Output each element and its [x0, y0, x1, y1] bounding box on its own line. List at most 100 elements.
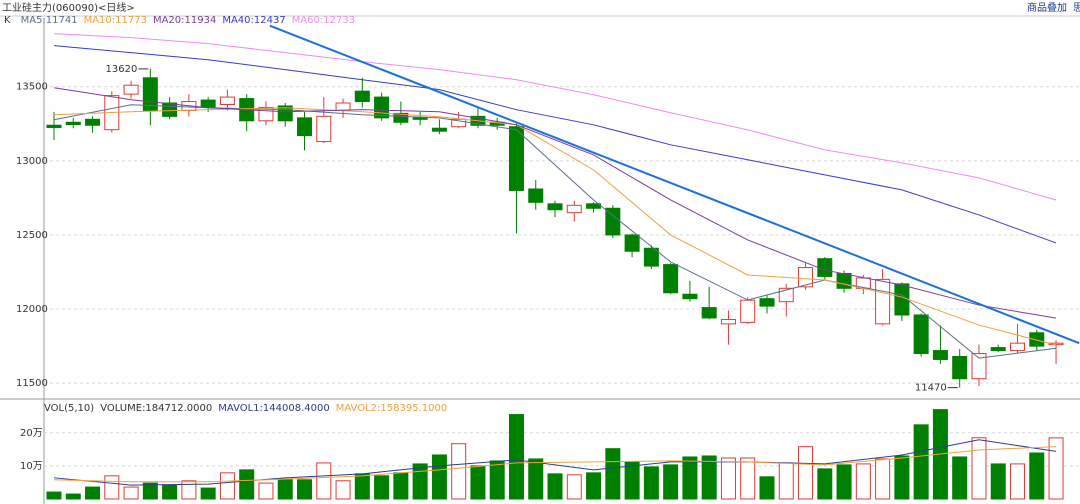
volume-bar [663, 464, 679, 500]
candle-body [624, 234, 640, 252]
toolbar-button[interactable]: 思 [1073, 2, 1080, 14]
mavol-line [53, 439, 1057, 486]
volume-bar [104, 475, 120, 500]
ma-line [53, 33, 1057, 201]
candle-body [451, 118, 467, 128]
volume-bar [46, 491, 62, 500]
y-tick-label: 12000 [16, 304, 48, 315]
volume-bar [566, 474, 582, 500]
annotation-label: 11470 [915, 383, 947, 394]
legend-entry: MAVOL1:144008.4000 [218, 403, 329, 414]
volume-bar [701, 455, 717, 500]
legend-entry: MA10:11773 [84, 15, 147, 26]
volume-bar [258, 482, 274, 500]
volume-bar [412, 463, 428, 500]
candle-body [875, 278, 891, 325]
volume-bar [123, 486, 139, 500]
legend-entry: MA60:12733 [292, 15, 355, 26]
volume-bar [894, 455, 910, 500]
volume-bar [470, 465, 486, 500]
candle-body [547, 203, 563, 211]
volume-bar [85, 486, 101, 500]
volume-bar [354, 473, 370, 500]
candle-body [393, 112, 409, 123]
volume-bar [451, 443, 467, 500]
volume-bar [547, 473, 563, 500]
volume-bar [142, 482, 158, 500]
volume-bar [913, 424, 929, 500]
candle-body [123, 84, 139, 95]
y-tick-label: 10万 [20, 461, 43, 472]
candle-body [990, 347, 1006, 352]
candle-body [759, 298, 775, 307]
volume-bar [1010, 463, 1025, 500]
candle-body [431, 127, 447, 132]
candle-body [740, 299, 756, 323]
candle-body [682, 293, 698, 300]
candle-body [412, 117, 428, 120]
candle-body [817, 258, 833, 277]
candle-body [354, 90, 370, 103]
candle-body [778, 287, 794, 303]
candle-body [162, 102, 178, 117]
annotation-label: 13620 [106, 64, 138, 75]
volume-bar [162, 484, 178, 500]
candle-body [663, 264, 679, 294]
volume-bar [374, 475, 390, 500]
candle-body [508, 126, 524, 191]
ma-line [53, 87, 1057, 319]
volume-bar [740, 457, 756, 500]
volume-bar [508, 414, 524, 500]
volume-bar [643, 466, 659, 500]
legend-entry: MA40:12437 [222, 15, 285, 26]
legend-entry: VOLUME:184712.0000 [100, 403, 212, 414]
candle-body [913, 314, 929, 355]
volume-bar [277, 478, 293, 500]
candle-body [643, 247, 659, 267]
candle-body [65, 121, 81, 126]
legend-entry: VOL(5,10) [44, 403, 94, 414]
volume-bar [297, 479, 313, 500]
y-tick-label: 13000 [16, 156, 48, 167]
candle-body [720, 318, 736, 325]
volume-bar [952, 456, 968, 500]
volume-bar [836, 464, 852, 500]
candle-body [836, 272, 852, 289]
y-tick-label: 13500 [16, 82, 48, 93]
candle-body [798, 267, 814, 288]
ma-line [53, 107, 1057, 346]
volume-bar [990, 463, 1006, 500]
candle-body [566, 204, 582, 214]
volume-bar [65, 493, 81, 500]
volume-bar [971, 437, 987, 500]
volume-bar [798, 446, 814, 500]
candle-body [528, 188, 544, 203]
volume-bar [778, 462, 794, 500]
candle-body [605, 207, 621, 236]
candle-body [701, 307, 717, 319]
legend-entry: K [4, 15, 11, 26]
candle-body [932, 350, 948, 360]
candle-body [952, 355, 968, 380]
candle-body [297, 117, 313, 137]
volume-bar [605, 448, 621, 500]
toolbar-button[interactable]: 商品叠加 [1027, 1, 1067, 14]
volume-bar [1048, 437, 1064, 500]
volume-bar [759, 476, 775, 500]
volume-bar [1029, 452, 1045, 500]
volume-bar [586, 472, 602, 500]
y-tick-label: 11500 [16, 378, 48, 389]
candle-body [316, 115, 332, 143]
volume-bar [875, 458, 891, 500]
volume-bar [817, 468, 833, 500]
volume-bar [720, 457, 736, 500]
candle-body [200, 99, 216, 108]
y-tick-label: 20万 [20, 428, 43, 439]
y-tick-label: 12500 [16, 230, 48, 241]
legend-entry: MAVOL2:158395.1000 [336, 403, 447, 414]
candle-body [46, 124, 62, 128]
volume-bar [624, 461, 640, 500]
volume-bar [181, 480, 197, 500]
